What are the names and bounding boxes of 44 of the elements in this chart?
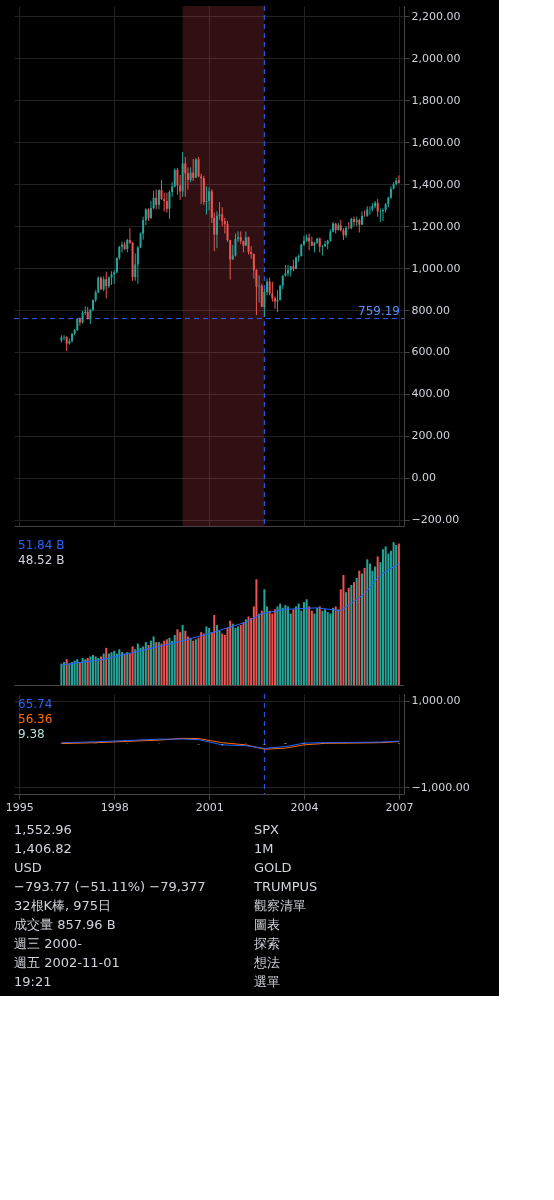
text: USD <box>14 859 42 875</box>
text: −793.77 (−51.11%) −79,377 <box>14 878 206 894</box>
y-tick-label: 600.00 <box>411 345 450 359</box>
y-tick-label: 1,000.00 <box>411 694 461 708</box>
y-tick-label: 1,000.00 <box>411 261 461 275</box>
y-tick-label: 0.00 <box>411 471 436 485</box>
text: 1,552.96 <box>14 821 72 837</box>
text: 19:21 <box>14 973 52 989</box>
y-tick-label: −200.00 <box>411 513 460 527</box>
y-tick-label: 2,000.00 <box>411 51 461 65</box>
text: 選單 <box>254 973 280 989</box>
x-tick-label: 2007 <box>385 800 414 814</box>
text: 觀察清單 <box>254 897 306 913</box>
annotation: 51.84 B <box>18 538 65 552</box>
text: 32根K棒, 975日 <box>14 897 112 913</box>
text: 1M <box>254 840 274 856</box>
text: 成交量 857.96 B <box>14 916 116 932</box>
y-tick-label: −1,000.00 <box>411 780 470 794</box>
y-tick-label: 200.00 <box>411 429 450 443</box>
x-tick-label: 1995 <box>5 800 34 814</box>
text: 圖表 <box>254 916 280 932</box>
ref-line-label: 759.19 <box>358 303 400 318</box>
text: 想法 <box>253 954 280 970</box>
text: 1,406.82 <box>14 840 72 856</box>
x-tick-label: 2004 <box>290 800 319 814</box>
text: GOLD <box>254 859 292 875</box>
text: 探索 <box>254 935 280 951</box>
text: TRUMPUS <box>253 878 318 894</box>
text: 週三 2000- <box>14 935 83 951</box>
y-tick-label: 400.00 <box>411 387 450 401</box>
annotation: 9.38 <box>18 727 45 741</box>
annotation: 65.74 <box>18 697 53 711</box>
annotation: 48.52 B <box>18 553 65 567</box>
text: 週五 2002-11-01 <box>14 954 120 970</box>
y-tick-label: 1,800.00 <box>411 93 461 107</box>
text: SPX <box>254 821 280 837</box>
x-tick-label: 1998 <box>100 800 129 814</box>
y-tick-label: 1,200.00 <box>411 219 461 233</box>
y-tick-label: 1,600.00 <box>411 135 461 149</box>
y-tick-label: 800.00 <box>411 303 450 317</box>
annotation: 56.36 <box>18 712 53 726</box>
x-tick-label: 2001 <box>195 800 224 814</box>
y-tick-label: 2,200.00 <box>411 9 461 23</box>
y-tick-label: 1,400.00 <box>411 177 461 191</box>
